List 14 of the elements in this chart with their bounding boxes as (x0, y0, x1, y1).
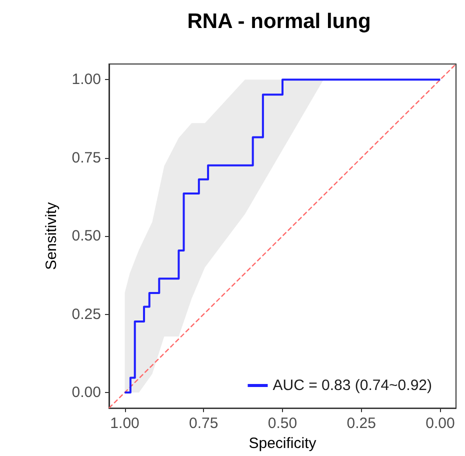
y-tick-label: 1.00 (72, 71, 101, 88)
y-axis-title: Sensitivity (43, 202, 60, 270)
y-tick-label: 0.50 (72, 228, 101, 245)
y-tick-label: 0.25 (72, 306, 101, 323)
x-tick-label: 0.00 (426, 415, 455, 432)
x-tick-label: 1.00 (110, 415, 140, 432)
x-tick-label: 0.50 (268, 415, 298, 432)
x-tick-label: 0.25 (346, 415, 376, 432)
legend-label: AUC = 0.83 (0.74~0.92) (272, 377, 432, 394)
x-axis-title: Specificity (248, 435, 317, 452)
y-tick-label: 0.75 (72, 149, 101, 166)
chart-title: RNA - normal lung (187, 10, 371, 33)
y-tick-label: 0.00 (72, 384, 101, 401)
x-tick-label: 0.75 (189, 415, 218, 432)
